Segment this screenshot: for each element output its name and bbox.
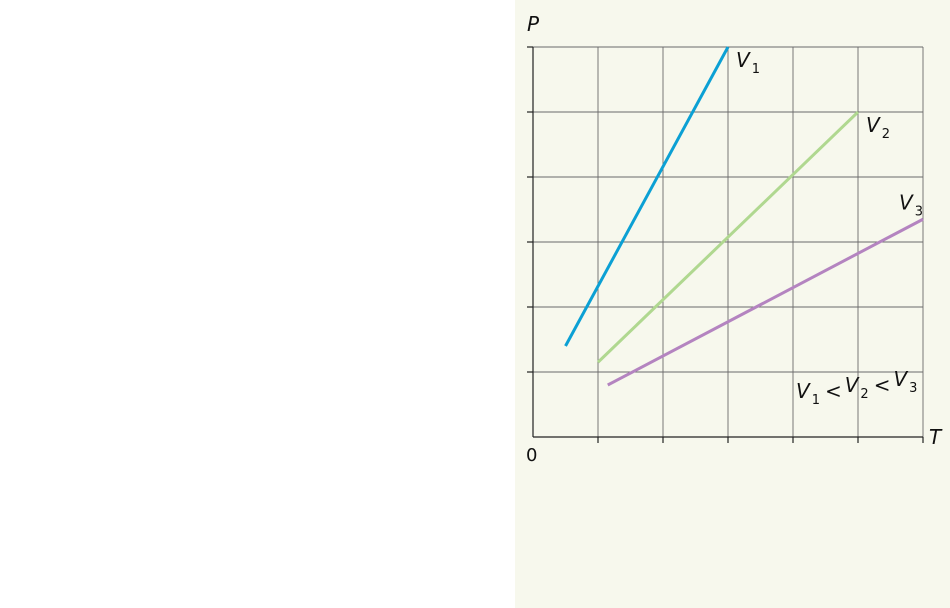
- x-axis-label: T: [929, 425, 943, 449]
- annotation-subscript: 1: [812, 393, 820, 408]
- series-line-v1: [564, 46, 730, 347]
- annotation-subscript: 2: [860, 387, 868, 402]
- annotation-subscript: 3: [909, 381, 917, 396]
- annotation-variable: V: [893, 367, 908, 391]
- series-label-subscript: 3: [915, 204, 923, 219]
- ticks: [527, 46, 924, 443]
- series-lines: [564, 46, 924, 387]
- annotation-operator: <: [874, 373, 891, 397]
- labels: P T 0: [526, 12, 943, 466]
- series-label-subscript: 1: [752, 62, 760, 77]
- series-line-v2: [596, 110, 860, 364]
- series-label-subscript: 2: [882, 127, 890, 142]
- origin-label: 0: [526, 445, 537, 466]
- annotation-operator: <: [825, 379, 842, 403]
- series-label-name: V: [866, 113, 881, 137]
- y-axis-label: P: [527, 12, 540, 36]
- series-line-v3: [607, 217, 924, 387]
- series-label-name: V: [899, 190, 914, 214]
- annotation-variable: V: [845, 373, 860, 397]
- series-label-name: V: [736, 48, 751, 72]
- annotation-variable: V: [796, 379, 811, 403]
- grid: [533, 46, 924, 437]
- volume-relation-annotation: V 1 < V 2 < V 3: [796, 367, 917, 408]
- series-labels: V 1V 2V 3: [736, 48, 923, 219]
